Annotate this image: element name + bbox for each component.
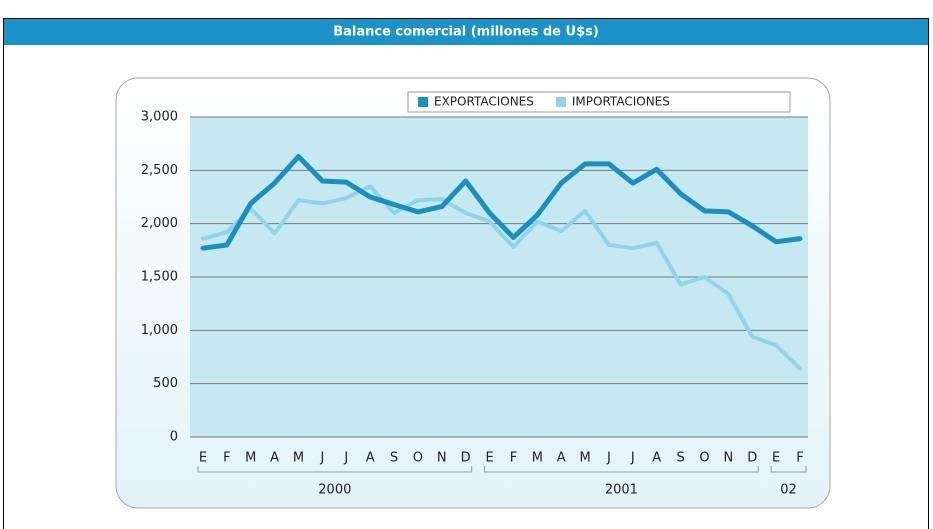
x-tick-label: A <box>366 451 375 466</box>
x-tick-label: A <box>557 451 566 466</box>
y-tick-label: 500 <box>153 376 178 391</box>
x-tick-label: S <box>676 451 684 466</box>
legend-label: IMPORTACIONES <box>572 95 670 109</box>
x-tick-label: J <box>606 451 611 466</box>
legend-swatch <box>418 97 428 107</box>
group-bracket <box>770 466 807 473</box>
group-bracket <box>197 466 473 473</box>
y-tick-label: 1,500 <box>141 270 178 285</box>
x-tick-label: F <box>796 451 803 466</box>
x-tick-label: S <box>390 451 398 466</box>
x-tick-label: D <box>747 451 757 466</box>
y-tick-label: 1,000 <box>141 323 178 338</box>
x-tick-label: M <box>579 451 590 466</box>
x-tick-label: E <box>199 451 207 466</box>
x-tick-label: M <box>532 451 543 466</box>
x-tick-label: O <box>699 451 709 466</box>
group-bracket <box>484 466 759 473</box>
x-tick-label: N <box>437 451 447 466</box>
x-tick-label: N <box>723 451 733 466</box>
header-bar <box>4 19 928 45</box>
x-tick-label: A <box>270 451 279 466</box>
legend-box <box>407 91 791 113</box>
x-tick-label: E <box>485 451 493 466</box>
chart-title: Balance comercial (millones de U$s) <box>333 25 599 40</box>
x-tick-label: J <box>630 451 635 466</box>
series-line <box>200 154 803 251</box>
x-tick-label: F <box>510 451 517 466</box>
group-label: 02 <box>780 483 797 498</box>
group-label: 2001 <box>605 483 638 498</box>
x-tick-label: J <box>343 451 348 466</box>
y-tick-label: 3,000 <box>141 110 178 125</box>
legend-label: EXPORTACIONES <box>434 95 534 109</box>
x-tick-label: O <box>413 451 423 466</box>
y-tick-label: 2,000 <box>141 216 178 231</box>
x-tick-label: J <box>319 451 324 466</box>
x-tick-label: M <box>245 451 256 466</box>
x-tick-label: D <box>461 451 471 466</box>
x-tick-label: A <box>652 451 661 466</box>
y-tick-label: 0 <box>170 430 178 445</box>
series-line <box>201 184 802 371</box>
legend-swatch <box>555 97 566 107</box>
x-tick-label: F <box>223 451 230 466</box>
x-tick-label: M <box>293 451 304 466</box>
y-tick-label: 2,500 <box>141 163 178 178</box>
group-label: 2000 <box>318 483 351 498</box>
x-tick-label: E <box>772 451 780 466</box>
